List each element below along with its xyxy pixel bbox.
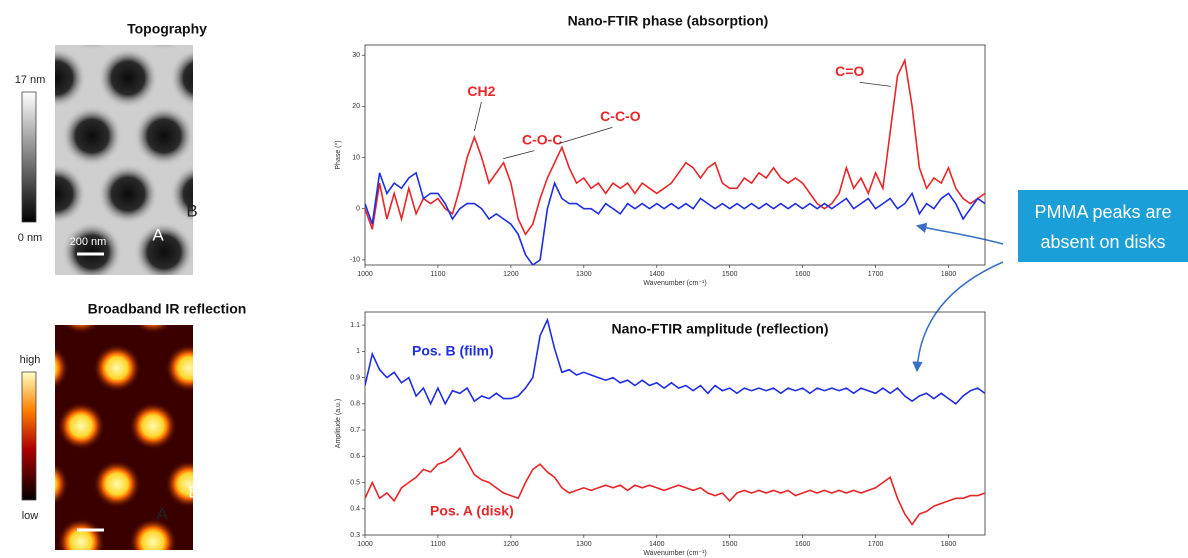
annotation: CH2 [467,83,495,99]
x-tick-label: 1100 [430,541,445,548]
x-tick-label: 1200 [503,271,519,278]
panel-title: Broadband IR reflection [88,301,247,317]
chart-title: Nano-FTIR amplitude (reflection) [612,321,829,337]
ir-image [55,325,193,550]
plot-frame [364,44,986,266]
plot-frame [364,311,986,536]
x-tick-label: 1400 [649,271,665,278]
series-label: Pos. A (disk) [430,503,514,519]
x-tick-label: 1500 [722,271,738,278]
x-tick-label: 1600 [795,271,811,278]
point-label: B [188,482,199,501]
x-axis-label: Wavenumber (cm⁻¹) [643,280,706,287]
y-tick-label: 0.8 [350,401,360,408]
point-label: B [186,201,197,220]
colorbar [21,91,37,223]
y-axis-label: Phase (°) [334,140,342,169]
y-tick-label: -10 [350,257,360,264]
point-label: A [152,225,164,244]
arrow [912,261,1004,373]
x-tick-label: 1800 [941,541,957,548]
chart-title: Nano-FTIR phase (absorption) [568,13,769,29]
annotation-leader [474,101,482,132]
line [365,171,985,265]
x-tick-label: 1200 [503,541,519,548]
x-tick-label: 1700 [868,541,884,548]
callout-text: PMMA peaks are [1034,202,1171,222]
scale-bar-label: 200 nm [70,236,107,248]
x-tick-label: 1100 [430,271,445,278]
x-tick-label: 1700 [868,271,884,278]
x-tick-label: 1500 [722,541,738,548]
callout-text: absent on disks [1040,232,1165,252]
line [365,447,985,526]
topography-image [55,45,193,275]
x-tick-label: 1000 [357,541,373,548]
annotation-leader [503,150,535,160]
y-axis-label: Amplitude (a.u.) [335,399,342,448]
colorbar [21,371,37,501]
y-tick-label: 1 [356,348,360,355]
y-tick-label: 0.3 [350,532,360,539]
x-tick-label: 1300 [576,541,592,548]
y-tick-label: 0.6 [350,453,360,460]
series-label: Pos. B (film) [412,343,494,359]
annotation-leader [559,126,613,144]
y-tick-label: 20 [352,103,360,110]
y-tick-label: 0.4 [350,506,360,513]
x-tick-label: 1400 [649,541,665,548]
annotation: C-O-C [522,131,562,147]
colorbar-min: low [22,510,39,522]
panel-title: Topography [127,21,207,37]
line [365,317,985,406]
y-tick-label: 0.7 [350,427,360,434]
x-tick-label: 1600 [795,541,811,548]
annotation: C=O [835,63,864,79]
x-tick-label: 1000 [357,271,373,278]
x-tick-label: 1300 [576,271,592,278]
annotation: C-C-O [600,108,641,124]
y-tick-label: 0.5 [350,479,360,486]
y-tick-label: 30 [352,52,360,59]
y-tick-label: 10 [352,154,360,161]
x-tick-label: 1800 [941,271,957,278]
y-tick-label: 0 [356,206,360,213]
point-label: A [156,504,168,523]
y-tick-label: 1.1 [350,322,360,329]
colorbar-max: 17 nm [15,74,46,86]
annotation-leader [859,81,891,87]
x-axis-label: Wavenumber (cm⁻¹) [643,550,706,557]
colorbar-max: high [20,354,41,366]
colorbar-min: 0 nm [18,232,42,244]
line [365,57,985,236]
arrow [915,222,1004,245]
y-tick-label: 0.9 [350,374,360,381]
callout-box [1018,190,1188,262]
